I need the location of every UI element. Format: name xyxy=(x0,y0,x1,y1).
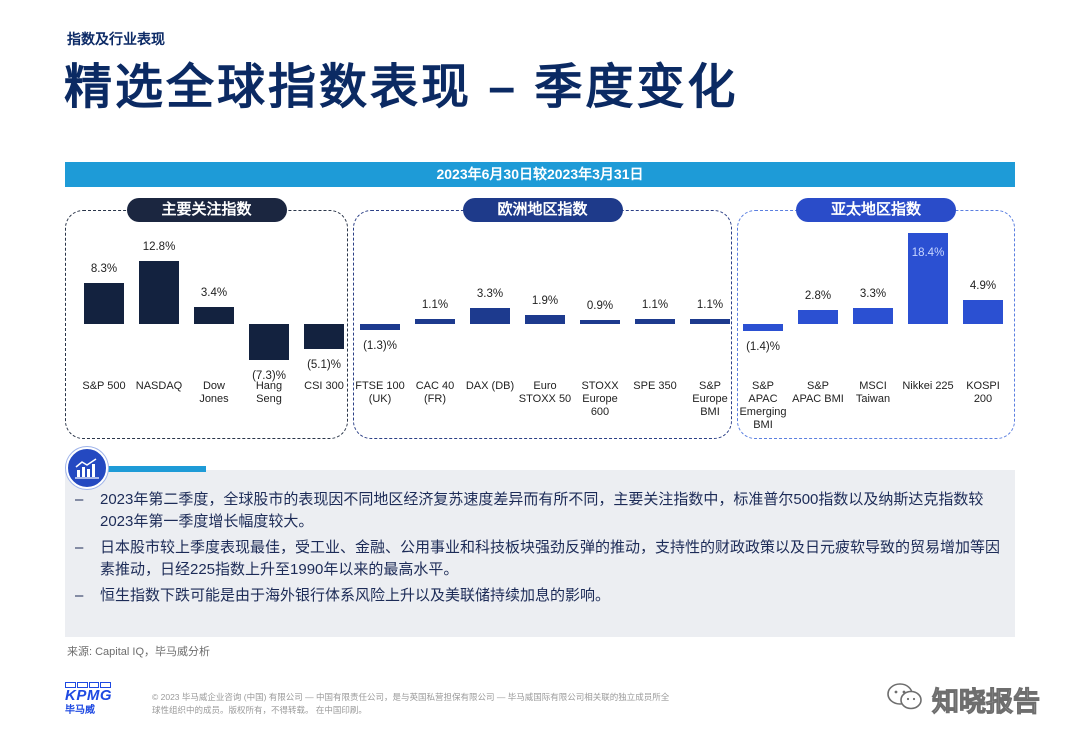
bar-nikkei-225 xyxy=(908,233,948,324)
category-label-dax-db: DAX (DB) xyxy=(465,380,515,392)
group-title-apac-indices: 亚太地区指数 xyxy=(796,198,956,222)
group-title-major-indices: 主要关注指数 xyxy=(126,198,287,222)
value-label-spe-350: 1.1% xyxy=(641,298,669,311)
category-label-cac-40-fr: CAC 40 (FR) xyxy=(415,380,455,405)
chart-group-europe-indices: 欧洲地区指数 (1.3)% FTSE 100 (UK) 1.1% CAC 40 (FR… xyxy=(353,198,732,439)
category-label-s-p-apac-emerging-bmi: S&P APAC Emerging BMI xyxy=(739,380,787,431)
category-label-nasdaq: NASDAQ xyxy=(135,380,183,392)
value-label-s-p-apac-emerging-bmi: (1.4)% xyxy=(746,340,780,353)
source-note: 来源: Capital IQ，毕马威分析 xyxy=(67,646,211,658)
watermark: 知晓报告 xyxy=(886,682,1041,717)
category-label-nikkei-225: Nikkei 225 xyxy=(902,380,954,392)
period-banner: 2023年6月30日较2023年3月31日 xyxy=(65,162,1015,187)
category-label-ftse-100-uk: FTSE 100 (UK) xyxy=(355,380,405,405)
bar-dow-jones xyxy=(194,307,234,324)
value-label-nasdaq: 12.8% xyxy=(142,240,176,253)
category-label-s-p-apac-bmi: S&P APAC BMI xyxy=(792,380,844,405)
page-title: 精选全球指数表现 – 季度变化 xyxy=(64,61,739,114)
category-label-msci-taiwan: MSCI Taiwan xyxy=(855,380,891,405)
value-label-nikkei-225: 18.4% xyxy=(911,247,945,260)
bar-s-p-apac-bmi xyxy=(798,310,838,324)
category-label-dow-jones: Dow Jones xyxy=(199,380,229,405)
value-label-cac-40-fr: 1.1% xyxy=(421,298,449,311)
bar-nasdaq xyxy=(139,260,179,324)
value-label-hang-seng: (7.3)% xyxy=(252,369,286,382)
category-label-stoxx-europe-600: STOXX Europe 600 xyxy=(581,380,619,418)
value-label-stoxx-europe-600: 0.9% xyxy=(586,299,614,312)
category-label-s-p-europe-bmi: S&P Europe BMI xyxy=(692,380,728,418)
value-label-euro-stoxx-50: 1.9% xyxy=(531,294,559,307)
chart-group-apac-indices: 亚太地区指数 (1.4)% S&P APAC Emerging BMI 2.8% S&… xyxy=(737,198,1015,439)
category-label-spe-350: SPE 350 xyxy=(633,380,677,392)
commentary-bullets: 2023年第二季度，全球股市的表现因不同地区经济复苏速度差异而有所不同，主要关注… xyxy=(75,489,1010,611)
bar-dax-db xyxy=(470,307,510,324)
bar-s-p-500 xyxy=(84,283,124,324)
logo-chinese-name: 毕马威 xyxy=(65,705,95,716)
commentary-bullet: 恒生指数下跌可能是由于海外银行体系风险上升以及美联储持续加息的影响。 xyxy=(75,585,1010,607)
value-label-s-p-500: 8.3% xyxy=(90,263,118,276)
wechat-icon xyxy=(886,682,924,717)
category-label-euro-stoxx-50: Euro STOXX 50 xyxy=(518,380,572,405)
value-label-dax-db: 3.3% xyxy=(476,287,504,300)
bar-msci-taiwan xyxy=(853,307,893,324)
logo-boxes xyxy=(65,682,111,688)
bar-kospi-200 xyxy=(963,299,1003,324)
commentary-bullet: 2023年第二季度，全球股市的表现因不同地区经济复苏速度差异而有所不同，主要关注… xyxy=(75,489,1010,533)
bar-ftse-100-uk xyxy=(360,324,400,331)
watermark-text: 知晓报告 xyxy=(932,686,1041,717)
bar-cac-40-fr xyxy=(415,318,455,324)
bar-hang-seng xyxy=(249,324,289,360)
logo-wordmark: KPMG xyxy=(65,687,112,704)
section-label: 指数及行业表现 xyxy=(67,31,165,47)
chart-group-major-indices: 主要关注指数 8.3% S&P 500 12.8% NASDAQ 3.4% Dow Jon… xyxy=(65,198,348,439)
value-label-kospi-200: 4.9% xyxy=(969,279,997,292)
value-label-msci-taiwan: 3.3% xyxy=(859,287,887,300)
bar-stoxx-europe-600 xyxy=(580,319,620,324)
copyright-disclaimer: © 2023 毕马威企业咨询 (中国) 有限公司 — 中国有限责任公司，是与英国… xyxy=(152,692,670,715)
group-title-europe-indices: 欧洲地区指数 xyxy=(462,198,623,222)
category-label-kospi-200: KOSPI 200 xyxy=(966,380,1000,405)
bar-spe-350 xyxy=(635,318,675,324)
value-label-s-p-europe-bmi: 1.1% xyxy=(696,298,724,311)
value-label-ftse-100-uk: (1.3)% xyxy=(363,340,397,353)
commentary-bullet: 日本股市较上季度表现最佳，受工业、金融、公用事业和科技板块强劲反弹的推动，支持性… xyxy=(75,537,1010,581)
commentary-accent-rule xyxy=(102,466,206,472)
value-label-dow-jones: 3.4% xyxy=(200,287,228,300)
bar-euro-stoxx-50 xyxy=(525,314,565,324)
category-label-s-p-500: S&P 500 xyxy=(82,380,126,392)
category-label-csi-300: CSI 300 xyxy=(304,380,344,392)
value-label-csi-300: (5.1)% xyxy=(307,359,341,372)
bar-csi-300 xyxy=(304,324,344,350)
kpmg-logo: KPMG 毕马威 xyxy=(65,682,117,717)
value-label-s-p-apac-bmi: 2.8% xyxy=(804,290,832,303)
category-label-hang-seng: Hang Seng xyxy=(255,380,283,405)
bar-s-p-apac-emerging-bmi xyxy=(743,324,783,331)
bar-chart-trend-icon xyxy=(66,447,108,489)
bar-s-p-europe-bmi xyxy=(690,318,730,324)
